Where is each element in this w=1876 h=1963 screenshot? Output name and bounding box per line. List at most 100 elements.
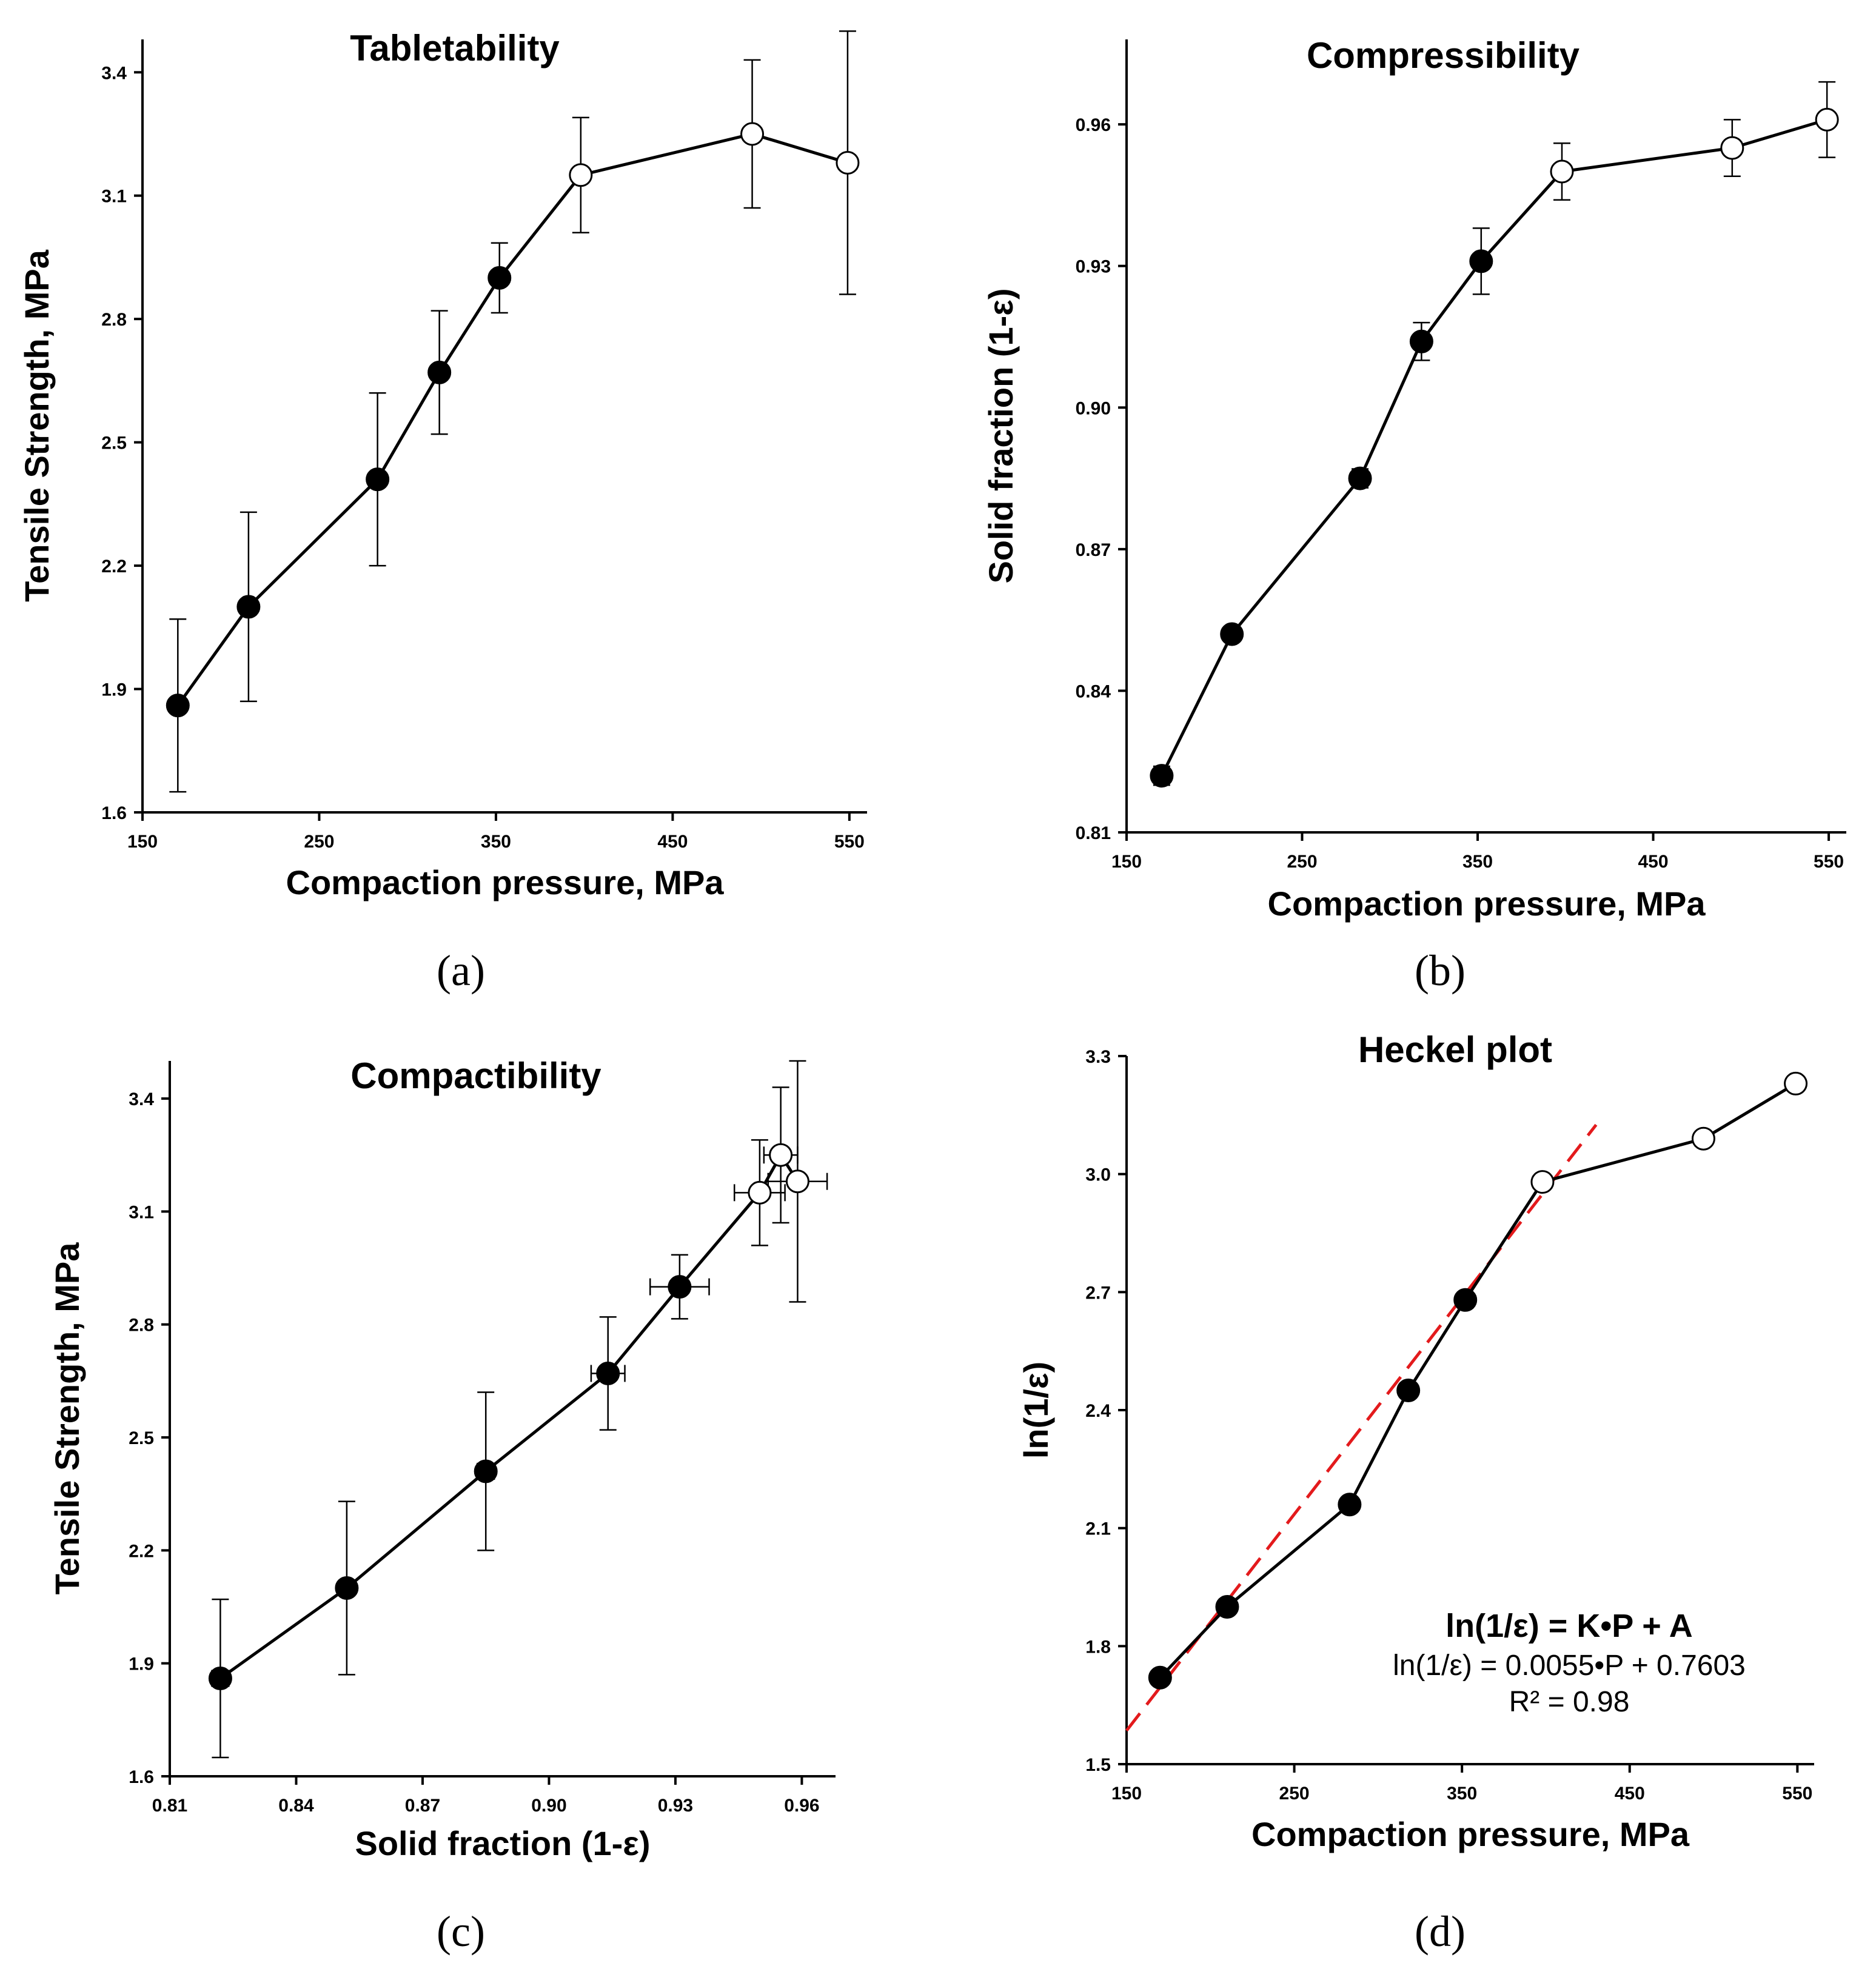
heckel-equation-title: ln(1/ε) = K•P + A <box>1446 1608 1693 1644</box>
data-point-open <box>785 1169 809 1194</box>
y-axis-title: Tensile Strength, MPa <box>48 1242 86 1595</box>
chart-compactibility: 1.6 1.9 2.2 2.5 2.8 3.1 3.4 0.81 0.84 0.87 0.90 0.9… <box>48 1055 836 1862</box>
data-point-filled <box>1453 1288 1478 1312</box>
y-axis-title: ln(1/ε) <box>1017 1362 1055 1459</box>
y-tick-label: 3.1 <box>101 187 127 207</box>
x-tick-label: 450 <box>657 832 688 852</box>
x-tick-label: 350 <box>1462 852 1493 872</box>
x-tick-label: 0.87 <box>405 1796 440 1816</box>
data-point-filled <box>1150 764 1174 788</box>
panel-label-a: (a) <box>437 946 485 995</box>
data-point-filled <box>487 266 512 290</box>
data-point-filled <box>1348 466 1372 490</box>
y-tick-label: 2.8 <box>101 310 127 330</box>
y-tick-label: 2.5 <box>101 433 127 453</box>
y-tick-label: 1.8 <box>1085 1637 1111 1657</box>
x-tick-label: 0.81 <box>152 1796 187 1816</box>
y-tick-label: 2.5 <box>129 1428 154 1448</box>
data-point-open <box>1691 1126 1715 1151</box>
y-tick-label: 0.87 <box>1076 540 1111 560</box>
data-point-open <box>569 163 593 187</box>
data-point-open <box>1530 1170 1555 1194</box>
x-axis-title: Compaction pressure, MPa <box>1268 885 1706 923</box>
y-tick-label: 0.81 <box>1076 823 1111 843</box>
data-point-filled <box>335 1576 359 1600</box>
y-tick-label: 2.7 <box>1085 1283 1111 1303</box>
x-tick-label: 550 <box>1814 852 1844 872</box>
x-tick-label: 450 <box>1638 852 1669 872</box>
chart-title: Compressibility <box>1307 35 1580 76</box>
y-axis-title: Solid fraction (1-ε) <box>982 288 1020 583</box>
fit-line <box>1125 1123 1598 1732</box>
y-tick-label: 2.4 <box>1085 1401 1111 1421</box>
data-point-filled <box>596 1361 620 1385</box>
y-tick-label: 3.1 <box>129 1202 154 1222</box>
chart-title: Compactibility <box>350 1055 601 1096</box>
x-axis-title: Solid fraction (1-ε) <box>355 1824 650 1862</box>
series-line <box>219 1152 799 1680</box>
data-point-filled <box>366 467 390 492</box>
data-point-open <box>769 1143 793 1167</box>
x-tick-label: 350 <box>481 832 511 852</box>
y-tick-label: 2.2 <box>101 557 127 577</box>
y-tick-label: 2.2 <box>129 1541 154 1561</box>
panel-label-b: (b) <box>1415 946 1466 995</box>
chart-title: Heckel plot <box>1358 1029 1552 1070</box>
data-point-filled <box>668 1275 692 1299</box>
x-tick-label: 0.93 <box>658 1796 693 1816</box>
data-point-filled <box>1409 329 1433 353</box>
chart-title: Tabletability <box>350 28 560 69</box>
data-point-open <box>1815 107 1839 132</box>
panel-label-d: (d) <box>1415 1907 1466 1956</box>
heckel-equation: ln(1/ε) = 0.0055•P + 0.7603 <box>1393 1650 1746 1682</box>
data-point-open <box>1784 1071 1808 1095</box>
data-point-filled <box>1220 622 1244 646</box>
data-point-filled <box>1396 1379 1421 1403</box>
data-point-filled <box>474 1459 498 1483</box>
data-point-filled <box>1148 1665 1172 1690</box>
heckel-r-squared: R² = 0.98 <box>1509 1686 1630 1718</box>
data-point-open <box>1720 136 1744 160</box>
x-tick-label: 0.96 <box>784 1796 819 1816</box>
data-point-open <box>740 122 765 146</box>
data-point-filled <box>208 1667 232 1691</box>
y-tick-label: 0.93 <box>1076 257 1111 277</box>
y-tick-label: 3.4 <box>101 63 127 83</box>
x-tick-label: 250 <box>1287 852 1317 872</box>
y-tick-label: 3.0 <box>1085 1165 1111 1185</box>
x-axis-title: Compaction pressure, MPa <box>1251 1815 1690 1853</box>
x-tick-label: 250 <box>1279 1784 1310 1804</box>
panel-label-c: (c) <box>437 1907 485 1956</box>
x-tick-label: 450 <box>1615 1784 1645 1804</box>
x-tick-label: 550 <box>1782 1784 1812 1804</box>
y-tick-label: 1.6 <box>101 803 127 823</box>
chart-compressibility: 0.81 0.84 0.87 0.90 0.93 0.96 150 250 350 450 550 C… <box>982 35 1846 923</box>
data-point-filled <box>1338 1493 1362 1517</box>
x-tick-label: 150 <box>1111 852 1142 872</box>
x-tick-label: 250 <box>304 832 334 852</box>
y-axis-title: Tensile Strength, MPa <box>18 249 56 602</box>
y-tick-label: 2.8 <box>129 1316 154 1336</box>
chart-heckel-plot: 1.5 1.8 2.1 2.4 2.7 3.0 3.3 150 250 350 450 550 Heck… <box>1017 1029 1814 1853</box>
data-point-open <box>836 150 860 175</box>
series-line <box>1160 118 1827 777</box>
x-tick-label: 150 <box>1111 1784 1142 1804</box>
y-tick-label: 0.96 <box>1076 115 1111 135</box>
series-line <box>1159 1082 1797 1679</box>
x-tick-label: 0.90 <box>531 1796 566 1816</box>
y-tick-label: 1.6 <box>129 1767 154 1787</box>
x-tick-label: 0.84 <box>278 1796 314 1816</box>
x-tick-label: 150 <box>127 832 158 852</box>
data-point-filled <box>236 595 261 619</box>
y-tick-label: 1.9 <box>129 1654 154 1674</box>
chart-tabletability: 1.6 1.9 2.2 2.5 2.8 3.1 3.4 150 250 350 450 550 Tabl… <box>18 28 867 901</box>
y-tick-label: 3.4 <box>129 1089 154 1109</box>
data-point-filled <box>427 360 452 384</box>
y-tick-label: 0.84 <box>1076 681 1111 701</box>
y-tick-label: 0.90 <box>1076 398 1111 418</box>
data-point-filled <box>166 694 190 718</box>
data-point-open <box>748 1180 772 1205</box>
series-line <box>176 132 848 707</box>
data-point-filled <box>1469 249 1493 273</box>
